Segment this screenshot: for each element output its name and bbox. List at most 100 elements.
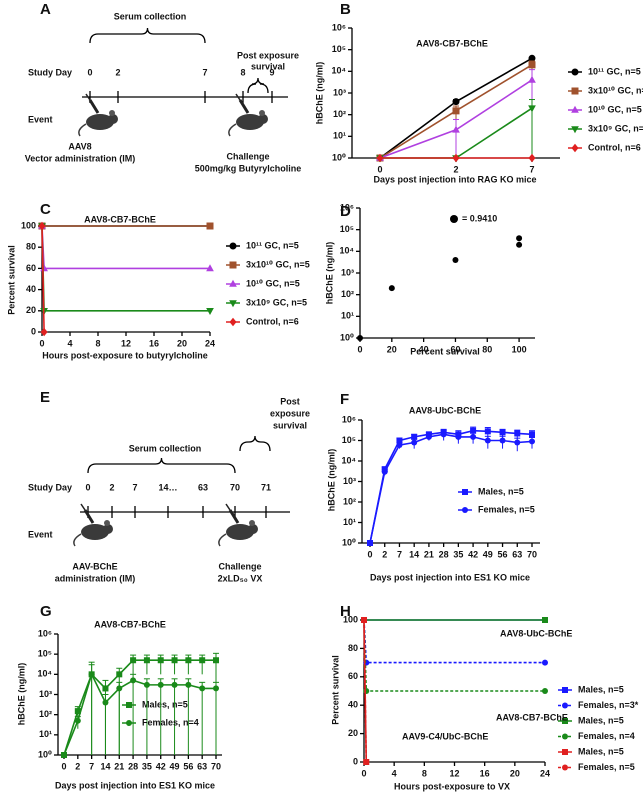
x-tick-label: 21 [424, 549, 434, 559]
series-marker [116, 671, 123, 678]
day-label: 8 [240, 67, 245, 77]
y-tick-label: 10² [341, 289, 354, 299]
legend-label: Males, n=5 [578, 715, 624, 725]
series-marker [363, 688, 370, 694]
legend-label: Males, n=5 [142, 699, 188, 709]
series-marker [484, 428, 491, 435]
series-marker [171, 657, 178, 664]
legend-label: 10¹⁰ GC, n=5 [588, 104, 642, 114]
day-label: 0 [87, 67, 92, 77]
x-tick-label: 24 [540, 768, 550, 778]
series-marker [452, 125, 460, 133]
annotation: = 0.9410 [462, 213, 497, 223]
series-marker [499, 437, 506, 444]
legend-marker [571, 68, 579, 76]
x-tick-label: 7 [397, 549, 402, 559]
x-tick-label: 63 [512, 549, 522, 559]
series-marker [61, 752, 67, 758]
y-tick-label: 10² [343, 496, 356, 506]
x-tick-label: 0 [361, 768, 366, 778]
scatter-point [357, 335, 363, 341]
y-tick-label: 10⁶ [340, 202, 354, 212]
event-text: administration (IM) [55, 573, 136, 583]
series-marker [425, 433, 432, 440]
x-tick-label: 16 [480, 768, 490, 778]
event-text: Vector administration (IM) [25, 153, 136, 163]
y-axis-label: Percent survival [6, 245, 16, 315]
legend-label: Control, n=6 [246, 316, 299, 326]
x-tick-label: 40 [419, 344, 429, 354]
syringe-icon [238, 99, 250, 114]
brace [239, 435, 271, 452]
series-marker [157, 681, 164, 688]
syringe-icon [80, 503, 86, 511]
y-tick-label: 10³ [341, 267, 354, 277]
legend-marker [571, 126, 579, 134]
mouse-icon [248, 524, 258, 534]
mouse-icon [73, 533, 82, 547]
panel-letter: E [40, 389, 50, 406]
event-text: 500mg/kg Butyrylcholine [195, 163, 302, 173]
x-tick-label: 63 [197, 761, 207, 771]
series-marker [529, 431, 535, 438]
mouse-icon [104, 520, 110, 526]
x-tick-label: 0 [61, 761, 66, 771]
x-tick-label: 20 [387, 344, 397, 354]
y-tick-label: 10¹ [39, 729, 52, 739]
y-tick-label: 40 [26, 284, 36, 294]
y-tick-label: 80 [348, 643, 358, 653]
legend-label: Females, n=5 [478, 504, 535, 514]
x-axis-label: Hours post-exposure to VX [394, 781, 510, 791]
mouse-icon [218, 533, 227, 547]
series-marker [514, 430, 521, 437]
series-marker [381, 468, 388, 475]
legend-label: Males, n=5 [578, 684, 624, 694]
legend-marker [126, 720, 132, 726]
series-marker [484, 437, 491, 444]
serum-label: Serum collection [129, 443, 202, 453]
y-tick-label: 10⁶ [332, 22, 346, 32]
event-label: Event [28, 529, 53, 539]
y-tick-label: 10⁰ [38, 749, 52, 759]
mouse-icon [109, 110, 115, 116]
x-tick-label: 20 [177, 338, 187, 348]
x-tick-label: 2 [453, 164, 458, 174]
x-tick-label: 0 [377, 164, 382, 174]
series-marker [542, 659, 548, 666]
panel-letter: D [340, 203, 351, 220]
series-marker [74, 708, 81, 715]
y-tick-label: 10⁵ [342, 435, 356, 445]
series-marker [396, 437, 403, 444]
y-tick-label: 10⁴ [332, 66, 346, 76]
y-tick-label: 10⁰ [342, 537, 356, 547]
y-axis-label: Percent survival [330, 655, 340, 725]
legend-label: Females, n=5 [578, 762, 635, 772]
series-marker [440, 431, 447, 438]
x-tick-label: 2 [75, 761, 80, 771]
event-text: AAV-BChE [72, 561, 117, 571]
annotation: AAV8-UbC-BChE [500, 628, 572, 638]
legend-marker [462, 489, 468, 495]
y-tick-label: 60 [348, 671, 358, 681]
y-tick-label: 10⁵ [38, 649, 52, 659]
panel-letter: F [340, 391, 349, 408]
x-tick-label: 14 [409, 549, 419, 559]
series-marker [116, 685, 123, 692]
y-tick-label: 40 [348, 700, 358, 710]
y-tick-label: 10¹ [343, 517, 356, 527]
y-axis-label: hBChE (ng/ml) [326, 449, 336, 512]
series-marker [529, 438, 535, 445]
day-label: 2 [115, 67, 120, 77]
syringe-icon [83, 509, 95, 524]
legend-label: Control, n=6 [588, 142, 641, 152]
legend-marker [229, 242, 237, 250]
x-tick-label: 56 [498, 549, 508, 559]
series-marker [130, 657, 137, 664]
y-axis-label: hBChE (ng/ml) [324, 242, 334, 305]
legend-marker [562, 733, 568, 740]
x-tick-label: 42 [468, 549, 478, 559]
scatter-point [388, 285, 395, 292]
legend-marker [229, 317, 237, 327]
syringe-icon [225, 503, 231, 511]
survival-label: Post exposure [237, 50, 299, 60]
